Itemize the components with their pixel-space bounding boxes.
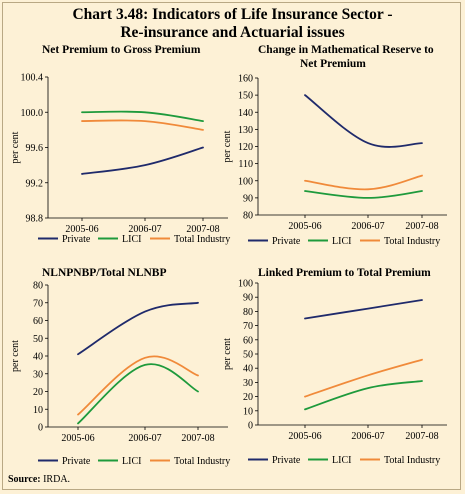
- source-label: Source:: [8, 474, 41, 485]
- panel-1-legend-label: Total Industry: [174, 234, 230, 245]
- panel-2-title-line-2: Net Premium: [300, 58, 366, 70]
- panel-2-legend-label: LICI: [332, 236, 351, 247]
- panel-4-y-tick-label: 100: [238, 279, 253, 290]
- panel-4-y-tick-label: 70: [243, 321, 253, 332]
- panel-4-legend-label: LICI: [332, 455, 351, 466]
- panel-3-legend-label: Private: [62, 456, 91, 467]
- panel-1-x-tick-label: 2005-06: [65, 224, 98, 235]
- panel-3-series-lici-line: [77, 363, 199, 425]
- panel-1-y-tick-label: 98.8: [26, 214, 44, 225]
- panel-3-y-tick-label: 10: [33, 405, 43, 416]
- panel-4-series-total-industry-line: [304, 358, 423, 398]
- chart-title-line-1: Chart 3.48: Indicators of Life Insurance…: [72, 6, 393, 23]
- panel-4-title: Linked Premium to Total Premium: [258, 267, 431, 279]
- panel-4-y-tick-label: 60: [243, 335, 253, 346]
- panel-2-title-line-1: Change in Mathematical Reserve to: [258, 44, 434, 56]
- panel-1-y-tick-label: 99.2: [26, 178, 44, 189]
- panel-2-y-tick-label: 90: [243, 193, 253, 204]
- panel-4-series-lici-line: [304, 380, 423, 411]
- panel-3-x-tick-label: 2005-06: [61, 433, 94, 444]
- panel-3-y-tick-label: 30: [33, 369, 43, 380]
- panel-4-y-tick-label: 10: [243, 406, 253, 417]
- panel-3-y-tick-label: 40: [33, 352, 43, 363]
- panel-3-legend-label: Total Industry: [174, 456, 230, 467]
- panel-4-y-tick-label: 30: [243, 378, 253, 389]
- panel-2-y-tick-label: 120: [238, 142, 253, 153]
- panel-4-series-private-line: [304, 299, 423, 320]
- panel-2-x-tick-label: 2005-06: [288, 221, 321, 232]
- panel-4-y-axis-label: per cent: [222, 338, 233, 370]
- panel-4-y-tick-label: 0: [248, 421, 253, 432]
- panel-3-legend-label: LICI: [122, 456, 141, 467]
- panel-1-y-tick-label: 100.0: [21, 108, 44, 119]
- panel-2-series-total-industry-line: [304, 174, 423, 191]
- panel-2-y-tick-label: 80: [243, 211, 253, 222]
- panel-4-y-tick-label: 40: [243, 364, 253, 375]
- source-note: Source: IRDA.: [8, 474, 70, 485]
- panel-1-y-tick-label: 100.4: [21, 73, 44, 84]
- panel-3-title: NLNPNBP/Total NLNBP: [42, 267, 167, 279]
- panel-4-y-tick-label: 80: [243, 307, 253, 318]
- panel-2-y-tick-label: 110: [238, 159, 253, 170]
- panel-3-y-tick-label: 80: [33, 281, 43, 292]
- panel-2-y-tick-label: 140: [238, 108, 253, 119]
- panel-4-x-tick-label: 2005-06: [288, 431, 321, 442]
- panel-2-x-tick-label: 2006-07: [351, 221, 384, 232]
- panel-1-x-tick-label: 2007-08: [186, 224, 219, 235]
- panel-1-x-tick-label: 2006-07: [128, 224, 161, 235]
- panel-3-y-tick-label: 0: [38, 423, 43, 434]
- panel-3-x-tick-label: 2006-07: [128, 433, 161, 444]
- panel-3-y-tick-label: 70: [33, 298, 43, 309]
- panel-3-series-total-industry-line: [77, 355, 199, 416]
- chart-frame: [2, 2, 461, 490]
- panel-1-y-tick-label: 99.6: [26, 143, 44, 154]
- panel-2-y-axis-label: per cent: [222, 130, 233, 162]
- panel-3-y-tick-label: 20: [33, 387, 43, 398]
- panel-2-legend-label: Total Industry: [384, 236, 440, 247]
- panel-4-legend-label: Total Industry: [384, 455, 440, 466]
- chart-title-line-2: Re-insurance and Actuarial issues: [120, 24, 345, 41]
- panel-2-x-tick-label: 2007-08: [405, 221, 438, 232]
- panel-2-y-tick-label: 160: [238, 74, 253, 85]
- panel-3-series-private-line: [77, 301, 199, 356]
- panel-4-legend-label: Private: [272, 455, 301, 466]
- panel-2-legend-label: Private: [272, 236, 301, 247]
- panel-1-title: Net Premium to Gross Premium: [42, 44, 201, 56]
- panel-3-y-axis-label: per cent: [10, 340, 21, 372]
- source-value: IRDA.: [43, 474, 71, 485]
- panel-1-legend-label: Private: [62, 234, 91, 245]
- panel-2-series-private-line: [304, 94, 423, 148]
- panel-2-y-tick-label: 130: [238, 125, 253, 136]
- panel-2-y-tick-label: 100: [238, 176, 253, 187]
- panel-1-series-total-industry-line: [81, 119, 204, 131]
- panel-4-x-tick-label: 2007-08: [405, 431, 438, 442]
- panel-4-y-tick-label: 20: [243, 392, 253, 403]
- panel-1-series-lici-line: [81, 110, 204, 122]
- panel-3-x-tick-label: 2007-08: [181, 433, 214, 444]
- panel-2-y-tick-label: 150: [238, 91, 253, 102]
- panel-4-x-tick-label: 2006-07: [351, 431, 384, 442]
- panel-4-y-tick-label: 50: [243, 350, 253, 361]
- panel-1-y-axis-label: per cent: [10, 131, 21, 163]
- panel-3-y-tick-label: 60: [33, 316, 43, 327]
- panel-1-legend-label: LICI: [122, 234, 141, 245]
- panel-2-series-lici-line: [304, 190, 423, 199]
- panel-4-y-tick-label: 90: [243, 293, 253, 304]
- panel-3-y-tick-label: 50: [33, 334, 43, 345]
- panel-1-series-private-line: [81, 146, 204, 175]
